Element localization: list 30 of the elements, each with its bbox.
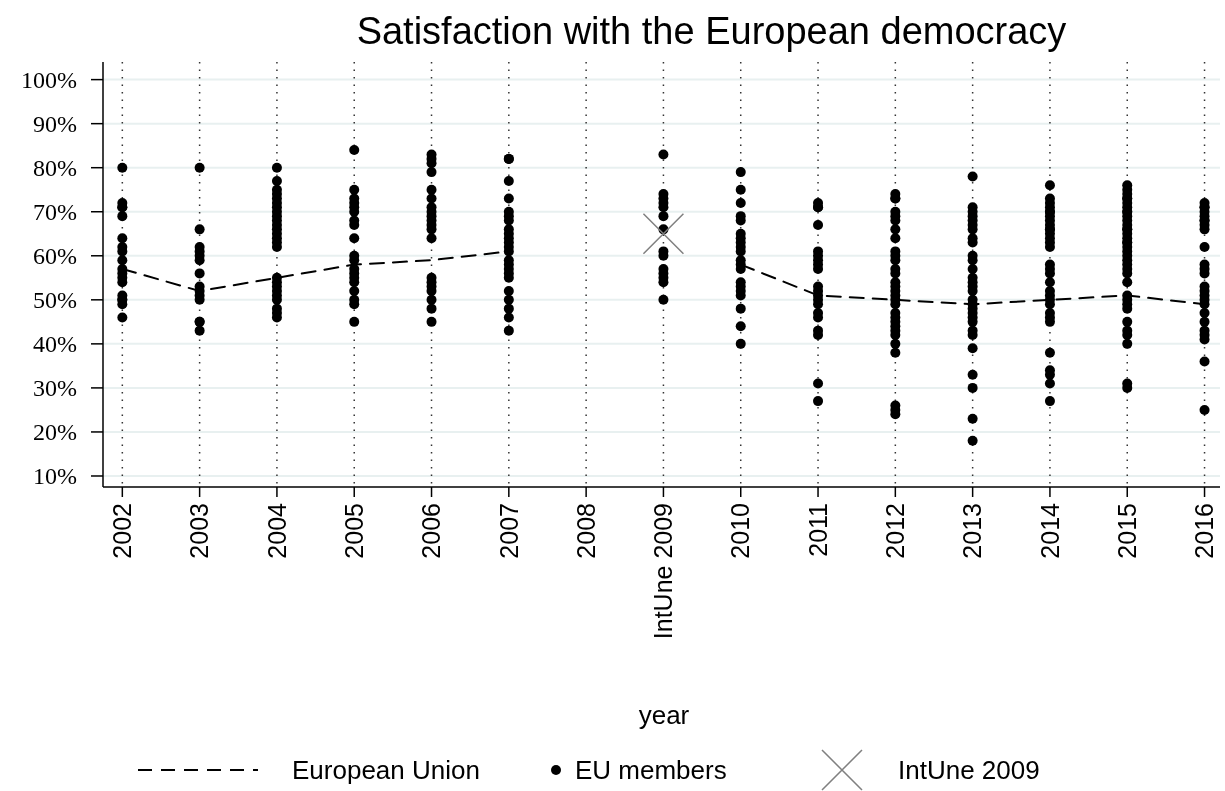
- y-tick-label: 40%: [33, 331, 77, 358]
- x-tick-label: IntUne 2009: [649, 503, 678, 640]
- x-axis-title: year: [638, 700, 690, 730]
- y-tick-label: 30%: [33, 375, 77, 402]
- y-tick-label: 50%: [33, 287, 77, 314]
- x-tick-label: 2016: [1190, 503, 1219, 559]
- x-tick-label: 2008: [571, 503, 600, 559]
- chart-title: Satisfaction with the European democracy: [356, 10, 1067, 52]
- x-tick-label: 2006: [417, 503, 446, 559]
- x-tick-label: 2007: [494, 503, 523, 559]
- legend-label: EU members: [575, 755, 727, 786]
- x-tick-label: 2014: [1035, 502, 1064, 559]
- y-tick-label: 10%: [33, 463, 77, 490]
- x-tick-label: 2015: [1112, 503, 1141, 559]
- x-tick-label: 2003: [185, 503, 214, 559]
- x-tick-label: 2013: [958, 503, 987, 559]
- legend-label: European Union: [292, 755, 480, 786]
- legend-label: IntUne 2009: [898, 755, 1040, 786]
- x-tick-label: 2004: [262, 502, 291, 559]
- x-tick-label: 2012: [881, 503, 910, 559]
- x-tick-label: 2005: [339, 503, 368, 559]
- x-tick-label: 2011: [803, 503, 832, 557]
- y-tick-label: 60%: [33, 243, 77, 270]
- y-tick-label: 70%: [33, 199, 77, 226]
- x-tick-label: 2010: [726, 503, 755, 559]
- y-tick-label: 100%: [21, 67, 77, 94]
- y-tick-label: 20%: [33, 419, 77, 446]
- y-tick-label: 90%: [33, 111, 77, 138]
- y-tick-label: 80%: [33, 155, 77, 182]
- x-tick-label: 2002: [108, 503, 137, 559]
